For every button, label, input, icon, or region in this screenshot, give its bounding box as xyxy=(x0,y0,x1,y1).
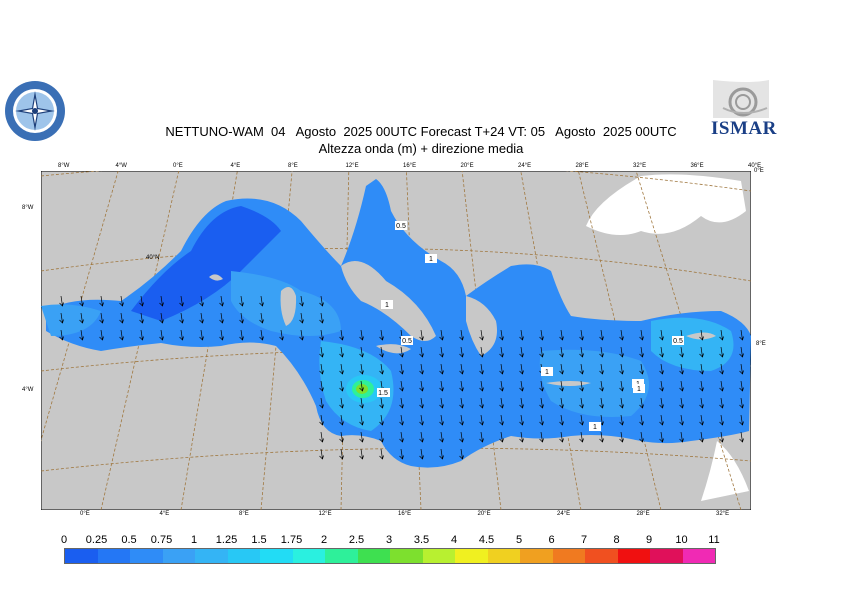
contour-label: 1 xyxy=(545,369,549,376)
lon-label: 8°E xyxy=(288,163,298,169)
contour-label-bg xyxy=(672,336,684,345)
lat-label: 0°E xyxy=(754,168,764,174)
contour-label-bg xyxy=(633,384,645,393)
lon-label: 4°E xyxy=(230,163,241,169)
colorbar-swatch xyxy=(130,549,163,563)
contour-label-bg xyxy=(632,379,644,388)
contour-label-bg xyxy=(381,300,393,309)
colorbar-swatch xyxy=(325,549,358,563)
compass-rose-seal-icon xyxy=(4,80,66,142)
colorbar-swatch xyxy=(65,549,98,563)
lon-label: 36°E xyxy=(690,163,704,169)
colorbar-swatch xyxy=(292,549,325,563)
colorbar-label: 0.5 xyxy=(121,534,137,546)
lat-label: 8°E xyxy=(756,341,766,347)
colorbar-swatch xyxy=(455,549,488,563)
colorbar-label: 1.25 xyxy=(215,534,238,546)
colorbar-label: 9 xyxy=(645,534,653,546)
contour-label: 1.5 xyxy=(378,390,388,397)
colorbar-label: 3 xyxy=(385,534,393,546)
colorbar-label: 2 xyxy=(320,534,328,546)
lon-label: 20°E xyxy=(477,511,491,517)
contour-label-bg xyxy=(541,367,553,376)
colorbar-label: 6 xyxy=(548,534,555,546)
colorbar-swatch xyxy=(162,549,195,563)
contour-label-bg xyxy=(401,336,413,345)
lon-label: 24°E xyxy=(557,511,571,517)
lon-label: 4°W xyxy=(115,163,127,169)
lat-label: 40°N xyxy=(146,255,160,261)
colorbar-swatch xyxy=(227,549,260,563)
contour-label: 0.5 xyxy=(396,223,406,230)
lon-label: 40°E xyxy=(748,163,762,169)
lon-label: 0°E xyxy=(80,511,90,517)
ismar-logo-icon: ISMAR xyxy=(709,78,776,142)
lon-label: 16°E xyxy=(403,163,417,169)
colorbar-swatch xyxy=(390,549,423,563)
chart-title: NETTUNO-WAM 04 Agosto 2025 00UTC Forecas… xyxy=(165,124,677,139)
lon-label: 32°E xyxy=(633,163,647,169)
contour-label-bg xyxy=(589,422,601,431)
colorbar-label: 1.5 xyxy=(251,534,267,546)
colorbar-label: 1 xyxy=(190,534,198,546)
colorbar-label: 4.5 xyxy=(478,534,495,546)
colorbar xyxy=(64,548,716,564)
contour-label: 0.5 xyxy=(673,338,683,345)
chart-subtitle: Altezza onda (m) + direzione media xyxy=(318,141,524,156)
colorbar-label: 2.5 xyxy=(348,534,365,546)
colorbar-label: 3.5 xyxy=(413,534,430,546)
lat-label: 4°W xyxy=(22,387,34,393)
colorbar-swatch xyxy=(260,549,293,563)
colorbar-swatch xyxy=(97,549,130,563)
lon-label: 0°E xyxy=(173,163,183,169)
colorbar-label: 0 xyxy=(60,534,68,546)
contour-label-bg xyxy=(395,221,407,230)
contour-label: 0.5 xyxy=(402,338,412,345)
colorbar-label: 10 xyxy=(675,534,688,546)
contour-label-bg xyxy=(425,254,437,263)
colorbar-label: 7 xyxy=(580,534,588,546)
colorbar-swatch xyxy=(650,549,683,563)
colorbar-label: 11 xyxy=(708,534,720,546)
lon-label: 32°E xyxy=(716,511,730,517)
colorbar-swatch xyxy=(357,549,390,563)
lon-label: 28°E xyxy=(575,163,589,169)
contour-label: 1 xyxy=(429,256,433,263)
lon-label: 24°E xyxy=(518,163,532,169)
colorbar-label: 8 xyxy=(613,534,620,546)
colorbar-label: 1.75 xyxy=(280,534,303,546)
colorbar-swatch xyxy=(682,549,715,563)
colorbar-label: 5 xyxy=(515,534,523,546)
lon-label: 20°E xyxy=(460,163,474,169)
lon-label: 8°W xyxy=(58,163,70,169)
contour-label: 1 xyxy=(385,302,389,309)
contour-label: 1 xyxy=(637,386,641,393)
contour-label: 1 xyxy=(593,424,597,431)
lon-label: 12°E xyxy=(345,163,359,169)
lon-label: 16°E xyxy=(398,511,412,517)
colorbar-swatch xyxy=(552,549,585,563)
colorbar-swatch xyxy=(195,549,228,563)
lon-label: 8°E xyxy=(239,511,249,517)
colorbar-label: 0.25 xyxy=(85,534,108,546)
lon-label: 28°E xyxy=(636,511,650,517)
colorbar-swatch xyxy=(520,549,553,563)
colorbar-swatch xyxy=(422,549,455,563)
colorbar-swatch xyxy=(585,549,618,563)
lon-label: 12°E xyxy=(318,511,332,517)
contour-label-bg xyxy=(377,388,389,397)
colorbar-label: 0.75 xyxy=(150,534,173,546)
lat-label: 8°W xyxy=(22,205,34,211)
colorbar-label: 4 xyxy=(450,534,458,546)
lon-label: 4°E xyxy=(159,511,170,517)
colorbar-swatch xyxy=(487,549,520,563)
colorbar-swatch xyxy=(617,549,650,563)
